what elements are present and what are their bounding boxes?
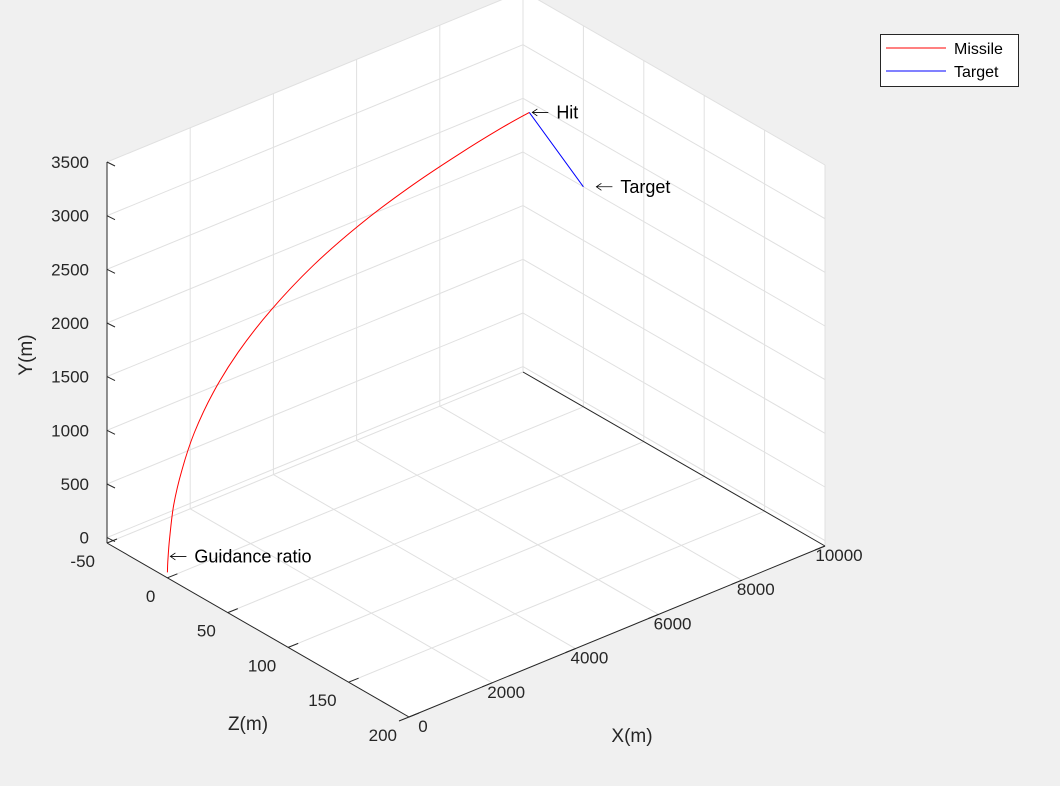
grid-line-z — [288, 475, 705, 648]
grid-line-y — [522, 366, 826, 542]
grid-line-z — [348, 510, 765, 683]
z-axis-label: Z(m) — [228, 714, 268, 735]
annotations: Guidance ratio Hit Target — [169, 102, 670, 566]
x-axis-label: X(m) — [611, 726, 652, 747]
grid-line-z — [167, 406, 584, 579]
legend-label-missile: Missile — [954, 41, 1003, 58]
tick-labels: 0200040006000800010000-50050100150200050… — [51, 153, 862, 745]
y-tick-mark — [106, 215, 116, 221]
grid-line-y — [522, 312, 826, 488]
y-tick-label: 1000 — [51, 421, 89, 440]
z-tick-mark — [227, 608, 238, 614]
z-tick-label: -50 — [70, 552, 95, 571]
grid-line-y — [537, 0, 826, 166]
x-tick-label: 4000 — [570, 649, 608, 668]
z-tick-label: 50 — [197, 622, 216, 641]
annotation-target: Target — [595, 177, 670, 197]
frame-edge — [522, 371, 826, 547]
grid-line-y — [522, 44, 826, 220]
grid-line-y — [106, 151, 524, 324]
grid-line-y — [106, 312, 524, 485]
grid-line-y — [522, 205, 826, 381]
y-axis-label: Y(m) — [16, 334, 37, 375]
axes-frame — [106, 161, 826, 722]
legend-label-target: Target — [954, 64, 999, 81]
back-wall-pane — [107, 0, 523, 543]
x-tick-label: 10000 — [815, 546, 862, 565]
y-tick-label: 2000 — [51, 314, 89, 333]
grid-line-x — [439, 405, 743, 581]
grid-line-y — [106, 205, 524, 378]
y-tick-mark — [106, 537, 116, 543]
y-tick-mark — [106, 376, 116, 382]
x-tick-mark — [648, 613, 659, 619]
grid-line-x — [189, 508, 493, 684]
z-tick-label: 150 — [308, 691, 336, 710]
annotation-arrowhead — [531, 108, 538, 117]
y-tick-label: 0 — [80, 529, 89, 548]
side-wall-pane — [523, 0, 825, 546]
z-tick-mark — [408, 712, 420, 718]
y-tick-mark — [106, 268, 116, 274]
grid-line-x — [273, 474, 576, 650]
z-tick-label: 100 — [248, 656, 276, 675]
x-tick-mark — [565, 648, 576, 654]
annotation-arrowhead — [595, 182, 602, 191]
x-tick-label: 0 — [418, 717, 427, 736]
grid-line-y — [522, 151, 826, 327]
grid-line-x — [356, 439, 659, 615]
annotation-arrowhead — [169, 552, 176, 561]
x-tick-label: 6000 — [654, 614, 692, 633]
y-tick-mark — [106, 483, 116, 489]
series-line-missile — [166, 111, 530, 573]
y-tick-mark — [106, 322, 116, 328]
grid-line-y — [106, 366, 524, 539]
y-tick-label: 1500 — [51, 368, 89, 387]
floor-pane — [107, 372, 825, 717]
axes-panes — [107, 0, 825, 717]
grid-line-z — [106, 371, 524, 544]
x-tick-mark — [731, 579, 742, 585]
y-tick-label: 500 — [61, 475, 89, 494]
annotation-hit: Hit — [531, 102, 578, 122]
x-tick-label: 8000 — [737, 580, 775, 599]
grid-line-y — [106, 0, 503, 163]
grid-line-y — [106, 44, 524, 217]
annotation-label: Hit — [556, 102, 578, 122]
x-axis-line — [408, 545, 826, 718]
grid-line-y — [106, 97, 524, 270]
z-tick-mark — [288, 642, 299, 648]
y-tick-label: 3000 — [51, 207, 89, 226]
annotation-label: Guidance ratio — [194, 546, 311, 566]
z-tick-mark — [106, 538, 118, 544]
x-tick-label: 2000 — [487, 683, 525, 702]
annotation-guidance-ratio: Guidance ratio — [169, 546, 311, 566]
grid-line-z — [227, 441, 644, 614]
grid-line-y — [522, 258, 826, 434]
x-tick-mark — [398, 716, 410, 722]
series-line-target — [528, 112, 584, 188]
y-tick-mark — [106, 161, 116, 167]
y-tick-mark — [106, 429, 116, 435]
series-lines — [166, 111, 584, 573]
grid-line-y — [106, 258, 524, 431]
z-tick-label: 200 — [369, 726, 397, 745]
y-tick-label: 2500 — [51, 260, 89, 279]
z-tick-label: 0 — [146, 587, 155, 606]
x-tick-mark — [482, 682, 493, 688]
legend: Missile Target — [880, 34, 1019, 87]
y-tick-label: 3500 — [51, 153, 89, 172]
z-axis-line — [106, 542, 410, 718]
grid-line-y — [522, 97, 826, 273]
z-tick-mark — [167, 573, 178, 579]
x-tick-mark — [814, 545, 826, 551]
z-tick-mark — [348, 677, 359, 683]
annotation-label: Target — [620, 177, 670, 197]
